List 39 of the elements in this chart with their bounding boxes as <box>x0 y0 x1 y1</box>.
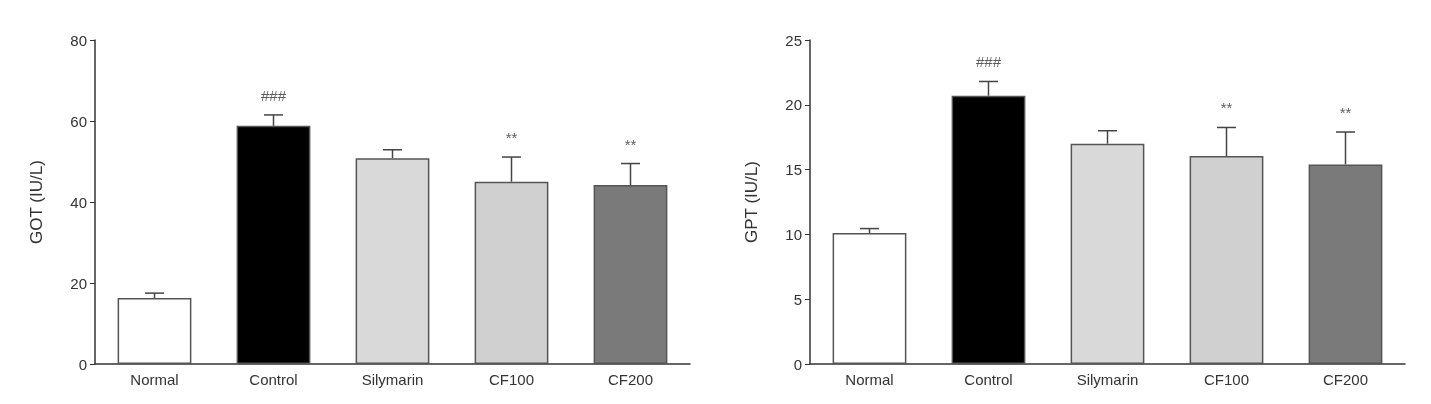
y-tick-label: 20 <box>785 96 802 114</box>
x-tick-label: CF200 <box>607 371 654 388</box>
y-tick-label: 0 <box>78 355 87 373</box>
y-tick-label: 60 <box>70 112 87 130</box>
y-tick-label: 15 <box>785 161 802 179</box>
annotation: ** <box>505 129 518 147</box>
annotation: ### <box>975 53 1002 71</box>
bar <box>355 158 430 364</box>
annotation: ** <box>1339 104 1352 122</box>
bar <box>474 181 549 364</box>
bar <box>236 125 311 364</box>
x-tick-label: CF100 <box>488 371 535 388</box>
x-tick-label: Normal <box>130 371 179 388</box>
y-tick-label: 5 <box>793 290 802 308</box>
y-axis-title: GPT (IU/L) <box>742 161 761 243</box>
x-tick-label: Normal <box>845 371 894 388</box>
annotation: ** <box>1220 99 1233 117</box>
y-tick-label: 80 <box>70 31 87 49</box>
bar <box>117 297 192 364</box>
annotation: ### <box>260 86 287 104</box>
y-tick-label: 40 <box>70 193 87 211</box>
x-tick-label: CF200 <box>1322 371 1369 388</box>
annotation: ** <box>624 135 637 153</box>
x-tick-label: CF100 <box>1203 371 1250 388</box>
bar <box>1189 155 1264 364</box>
y-tick-label: 10 <box>785 225 802 243</box>
y-tick-label: 0 <box>793 355 802 373</box>
bar <box>832 233 907 364</box>
x-tick-label: Control <box>964 371 1013 388</box>
bar <box>951 95 1026 364</box>
bar <box>1308 164 1383 364</box>
x-tick-label: Silymarin <box>1076 371 1139 388</box>
bar <box>593 184 668 364</box>
bar <box>1070 143 1145 364</box>
x-tick-label: Control <box>249 371 298 388</box>
x-tick-label: Silymarin <box>361 371 424 388</box>
y-tick-label: 20 <box>70 274 87 292</box>
y-tick-label: 25 <box>785 31 802 49</box>
y-axis-title: GOT (IU/L) <box>27 160 46 244</box>
